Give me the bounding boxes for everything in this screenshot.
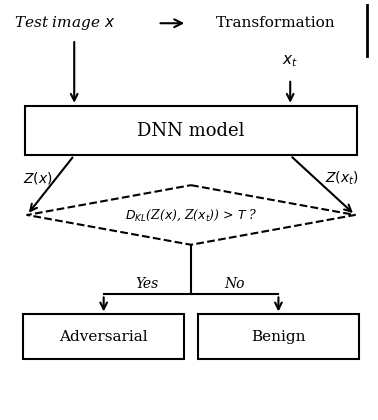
Text: Benign: Benign: [251, 330, 306, 344]
FancyBboxPatch shape: [23, 314, 184, 359]
Text: Yes: Yes: [136, 278, 159, 291]
Text: No: No: [225, 278, 245, 291]
Text: Adversarial: Adversarial: [59, 330, 148, 344]
Text: $x_t$: $x_t$: [282, 53, 298, 69]
Text: DNN model: DNN model: [137, 121, 245, 139]
Text: $D_{KL}$(Z($x$), Z($x_t$)) > $T$ ?: $D_{KL}$(Z($x$), Z($x_t$)) > $T$ ?: [125, 207, 257, 223]
Text: $Z(x_t)$: $Z(x_t)$: [325, 170, 359, 187]
FancyBboxPatch shape: [25, 106, 357, 155]
Text: Test image $x$: Test image $x$: [14, 14, 115, 32]
Text: Transformation: Transformation: [216, 16, 335, 30]
Text: $Z(x)$: $Z(x)$: [23, 170, 53, 186]
FancyBboxPatch shape: [198, 314, 359, 359]
